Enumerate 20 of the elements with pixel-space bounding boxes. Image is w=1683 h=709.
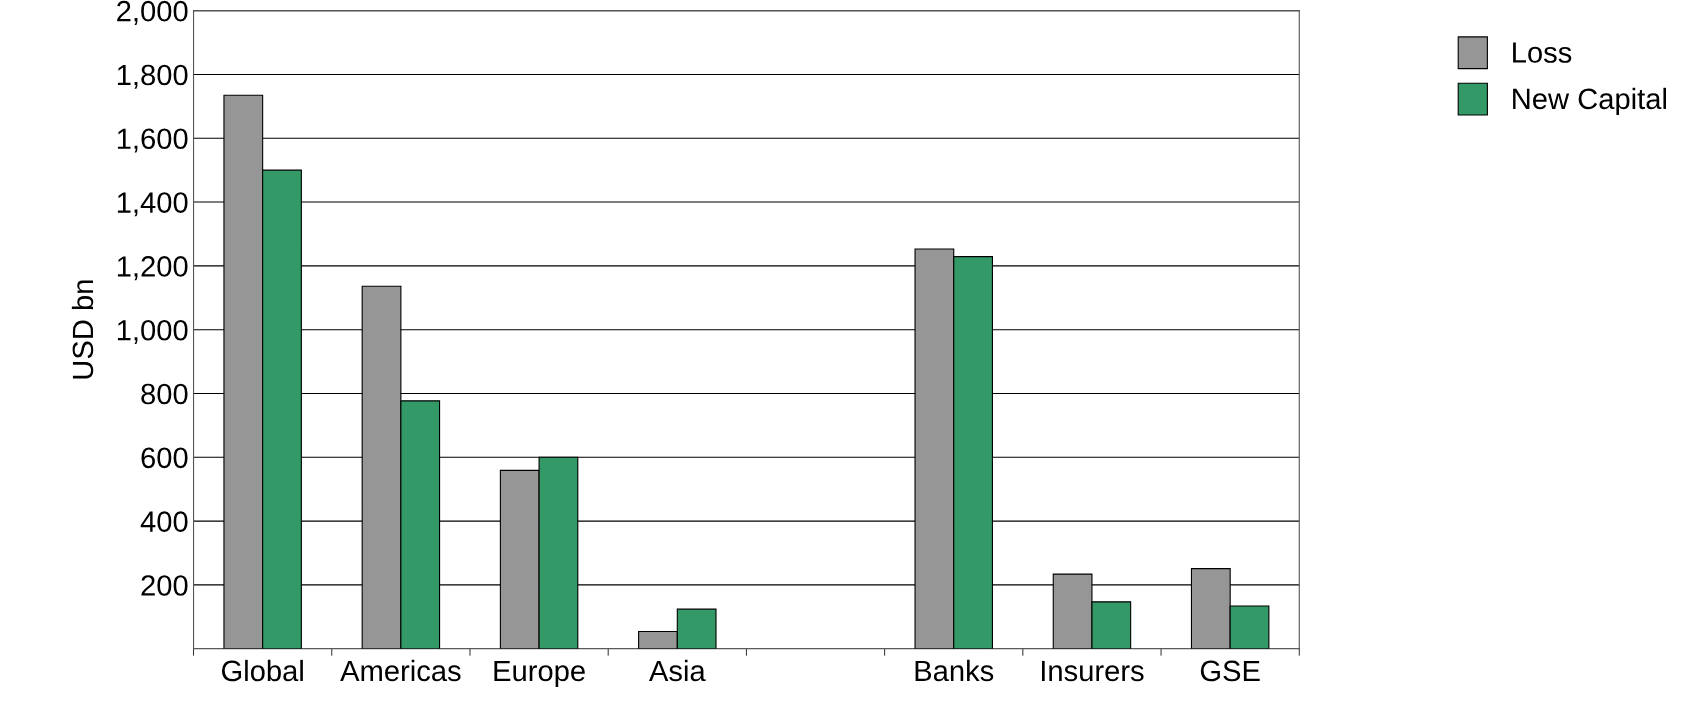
x-tick-label: Asia (648, 659, 706, 682)
y-tick-label: 400 (140, 511, 188, 532)
x-tick-label: GSE (1200, 660, 1260, 682)
x-tick-label: Americas (340, 659, 461, 682)
x-tick-label: Europe (494, 660, 585, 688)
legend-label: New Capital (1513, 87, 1666, 115)
x-tick-label: Insurers (1041, 660, 1144, 682)
x-tick-label: Banks (915, 659, 994, 682)
y-tick-label: 1,200 (117, 256, 188, 281)
y-tick-label: 2,000 (117, 0, 188, 25)
y-tick-label: 200 (141, 575, 188, 596)
x-tick-label: Global (221, 659, 303, 682)
y-axis-title: USD bn (71, 280, 94, 379)
y-tick-label: 1,800 (117, 64, 188, 89)
legend-label: Loss (1513, 42, 1572, 63)
y-tick-label: 800 (141, 383, 188, 405)
y-tick-label: 1,000 (117, 319, 188, 344)
y-tick-label: 1,600 (117, 128, 188, 153)
y-tick-label: 600 (141, 447, 188, 469)
y-tick-label: 1,400 (117, 192, 188, 217)
